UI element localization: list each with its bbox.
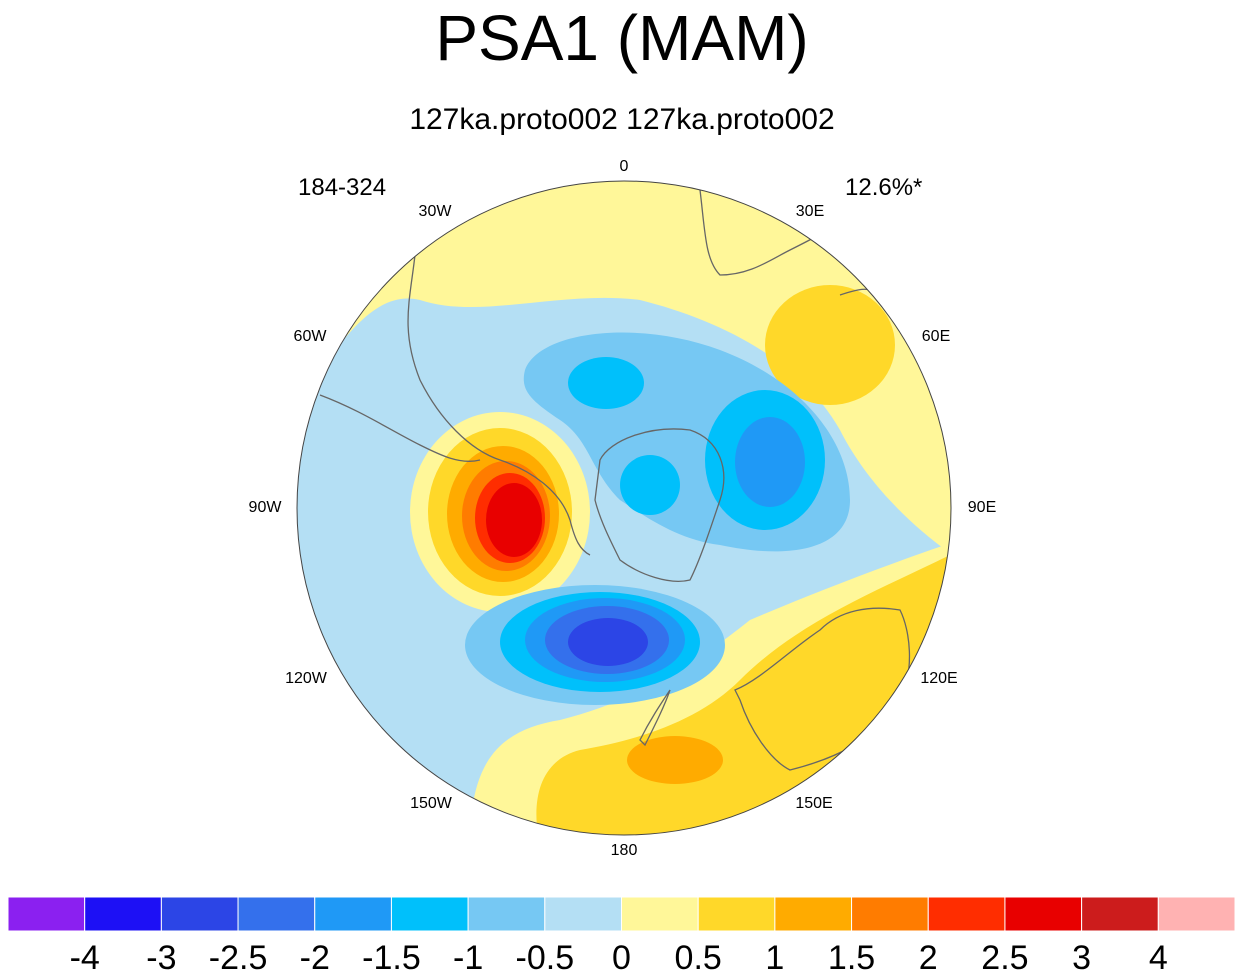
- lon-label-60w: 60W: [294, 328, 328, 345]
- lon-label-90w: 90W: [249, 499, 283, 516]
- lon-label-120e: 120E: [920, 670, 957, 687]
- colorbar-boxes: [7, 896, 1236, 932]
- colorbar-box: [467, 896, 546, 932]
- lon-label-180: 180: [611, 842, 638, 859]
- south-america-coast: [407, 254, 591, 556]
- colorbar-box: [314, 896, 392, 932]
- colorbar-label: -0.5: [516, 939, 575, 977]
- colorbar-label: 0.5: [675, 939, 722, 977]
- colorbar-box: [927, 896, 1006, 932]
- colorbar-box: [1081, 896, 1159, 932]
- pos-east-1: [765, 285, 895, 405]
- colorbar-label: -3: [146, 939, 176, 977]
- colorbar-label: -2: [300, 939, 330, 977]
- variance-label: 12.6%*: [845, 174, 923, 201]
- new-zealand-coast: [639, 689, 671, 747]
- colorbar-box: [697, 896, 776, 932]
- neg-antarctic-1: [620, 455, 680, 515]
- map-subtitle: 127ka.proto002 127ka.proto002: [409, 103, 835, 136]
- colorbar-box: [7, 896, 86, 932]
- colorbar-box: [544, 896, 622, 932]
- colorbar-label: 1: [765, 939, 784, 977]
- neg-north-1: [568, 357, 644, 409]
- neg-south-25: [568, 618, 648, 666]
- colorbar-labels: -4 -3 -2.5 -2 -1.5 -1 -0.5 0 0.5 1 1.5 2 2.5 3 4: [70, 939, 1168, 977]
- antarctica-coast: [594, 428, 725, 582]
- colorbar-label: 1.5: [828, 939, 875, 977]
- map-border: [296, 180, 952, 836]
- colorbar-box: [160, 896, 239, 932]
- colorbar-label: 0: [612, 939, 631, 977]
- years-label: 184-324: [298, 174, 387, 201]
- colorbar-label: 2.5: [981, 939, 1028, 977]
- colorbar-label: 2: [919, 939, 938, 977]
- lon-label-120w: 120W: [285, 670, 328, 687]
- colorbar-label: 4: [1149, 939, 1168, 977]
- colorbar-box: [851, 896, 929, 932]
- lon-label-150e: 150E: [795, 795, 832, 812]
- colorbar-box: [1004, 896, 1083, 932]
- australia-coast: [734, 607, 911, 771]
- pos-south-15: [627, 736, 723, 784]
- map-title: PSA1 (MAM): [435, 2, 809, 74]
- colorbar-box: [237, 896, 316, 932]
- neg-east-15: [735, 417, 805, 507]
- lon-label-30w: 30W: [419, 203, 453, 220]
- colorbar-label: -4: [70, 939, 100, 977]
- lon-label-150w: 150W: [410, 795, 453, 812]
- south-america-coast-2: [319, 394, 481, 462]
- colorbar-box: [84, 896, 162, 932]
- colorbar-box: [621, 896, 699, 932]
- colorbar-label: 3: [1072, 939, 1091, 977]
- lon-label-30e: 30E: [796, 203, 824, 220]
- colorbar-label: -1: [453, 939, 483, 977]
- colorbar-label: -1.5: [362, 939, 421, 977]
- lon-label-0: 0: [620, 158, 629, 175]
- lon-label-90e: 90E: [968, 499, 996, 516]
- colorbar-box: [390, 896, 469, 932]
- pos-west-3: [486, 483, 542, 557]
- colorbar-box: [774, 896, 853, 932]
- colorbar-label: -2.5: [209, 939, 268, 977]
- lon-label-60e: 60E: [922, 328, 950, 345]
- map-fill: [297, 181, 951, 835]
- colorbar-box: [1157, 896, 1236, 932]
- pos-north: [297, 181, 951, 560]
